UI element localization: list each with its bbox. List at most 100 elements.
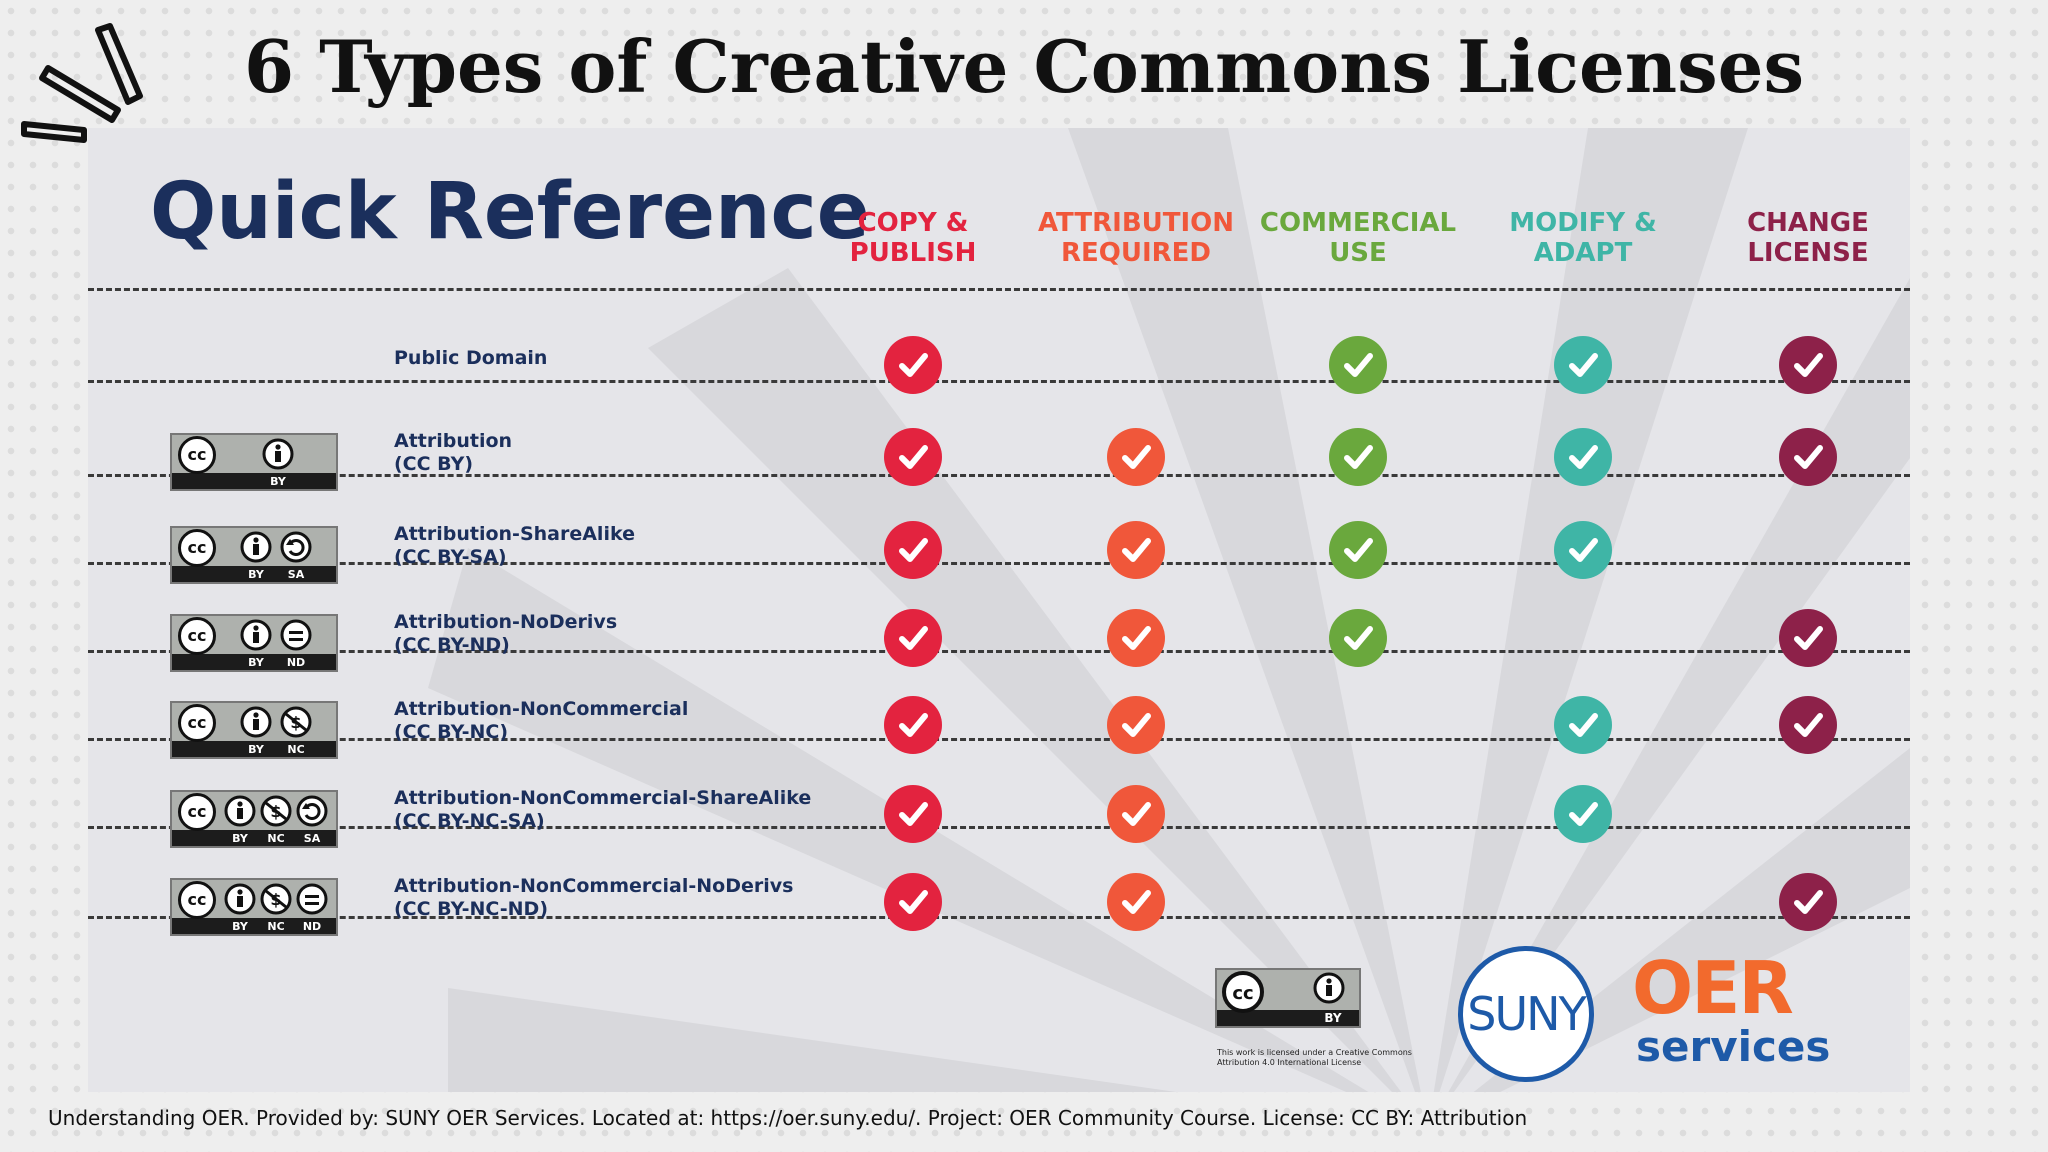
by-icon	[240, 706, 272, 738]
checkmark-icon	[884, 785, 942, 843]
row-divider	[88, 380, 1910, 383]
quick-reference-title: Quick Reference	[150, 167, 870, 257]
badge-abbr: SA	[303, 832, 321, 845]
checkmark-icon	[1779, 336, 1837, 394]
license-label: Attribution-NonCommercial (CC BY-NC)	[394, 698, 688, 744]
by-icon	[224, 883, 256, 915]
cc-footer-abbr: BY	[1324, 1011, 1342, 1025]
checkmark-icon	[1107, 785, 1165, 843]
checkmark-icon	[1107, 873, 1165, 931]
svg-text:cc: cc	[1232, 983, 1253, 1004]
license-label: Attribution-NoDerivs (CC BY-ND)	[394, 611, 617, 657]
column-header-line2: ADAPT	[1533, 238, 1633, 268]
cc-by-footer-badge: cc BY	[1215, 968, 1361, 1028]
column-header-line2: REQUIRED	[1060, 238, 1212, 268]
badge-abbr: SA	[287, 568, 305, 581]
checkmark-icon	[1554, 785, 1612, 843]
column-header-3: COMMERCIAL USE	[1243, 208, 1473, 268]
license-name: Attribution-NoDerivs	[394, 611, 618, 633]
column-header-line1: COMMERCIAL	[1259, 208, 1457, 238]
checkmark-icon	[1779, 428, 1837, 486]
license-name: Attribution-NonCommercial	[394, 698, 689, 720]
row-divider	[88, 288, 1910, 291]
checkmark-icon	[884, 696, 942, 754]
attribution-credits: Understanding OER. Provided by: SUNY OER…	[48, 1106, 1528, 1130]
checkmark-icon	[1554, 336, 1612, 394]
cc-license-badge: cc BY $ NC SA	[170, 790, 338, 848]
checkmark-icon	[884, 609, 942, 667]
cc-license-note: This work is licensed under a Creative C…	[1217, 1048, 1412, 1067]
column-header-line1: CHANGE	[1747, 208, 1869, 238]
license-code: (CC BY-SA)	[394, 546, 507, 568]
oer-logo-text: OER	[1632, 946, 1794, 1030]
nd-icon	[280, 619, 312, 651]
checkmark-icon	[1329, 428, 1387, 486]
checkmark-icon	[1329, 521, 1387, 579]
checkmark-icon	[884, 873, 942, 931]
row-divider	[88, 738, 1910, 741]
license-code: (CC BY-NC-ND)	[394, 898, 549, 920]
checkmark-icon	[1779, 696, 1837, 754]
column-header-line1: ATTRIBUTION	[1037, 208, 1235, 238]
license-row: cc BY Attribution (CC BY)	[88, 413, 1910, 501]
checkmark-icon	[1554, 521, 1612, 579]
column-header-line2: PUBLISH	[849, 238, 977, 268]
checkmark-icon	[1554, 696, 1612, 754]
license-name: Public Domain	[394, 347, 548, 369]
license-row: cc BY SA Attribution-ShareAlike (CC BY-SA)	[88, 506, 1910, 594]
burst-decoration	[21, 23, 143, 143]
oer-services-text: services	[1636, 1022, 1831, 1071]
checkmark-icon	[1779, 873, 1837, 931]
license-name: Attribution-ShareAlike	[394, 523, 635, 545]
column-header-line2: LICENSE	[1747, 238, 1869, 268]
badge-abbr: ND	[302, 920, 322, 933]
checkmark-icon	[1329, 336, 1387, 394]
checkmark-icon	[884, 336, 942, 394]
column-header-1: COPY & PUBLISH	[798, 208, 1028, 268]
cc-icon: cc	[178, 881, 216, 919]
by-icon	[224, 795, 256, 827]
badge-abbr: ND	[286, 656, 306, 669]
cc-license-badge: cc BY $ NC ND	[170, 878, 338, 936]
page-title: 6 Types of Creative Commons Licenses	[243, 24, 1805, 109]
cc-icon: cc	[178, 793, 216, 831]
license-code: (CC BY-NC-SA)	[394, 810, 545, 832]
checkmark-icon	[1329, 609, 1387, 667]
license-row: Public Domain	[88, 321, 1910, 409]
license-code: (CC BY-NC)	[394, 721, 509, 743]
row-divider	[88, 916, 1910, 919]
license-row: cc BY $ NC ND Attribution-NonCommercial-NoDer…	[88, 858, 1910, 946]
badge-abbr: BY	[270, 475, 286, 488]
license-label: Public Domain	[394, 347, 547, 370]
license-name: Attribution	[394, 430, 513, 452]
row-divider	[88, 650, 1910, 653]
cc-icon: cc	[178, 704, 216, 742]
badge-abbr: BY	[232, 832, 248, 845]
cc-license-badge: cc BY $ NC	[170, 701, 338, 759]
checkmark-icon	[884, 428, 942, 486]
cc-icon: cc	[178, 617, 216, 655]
checkmark-icon	[1554, 428, 1612, 486]
badge-abbr: NC	[267, 832, 285, 845]
by-icon	[240, 531, 272, 563]
cc-icon: cc	[178, 529, 216, 567]
badge-abbr: BY	[232, 920, 248, 933]
column-header-5: CHANGE LICENSE	[1693, 208, 1910, 268]
badge-abbr: BY	[248, 743, 264, 756]
license-label: Attribution-NonCommercial-NoDerivs (CC BY…	[394, 875, 793, 921]
column-header-4: MODIFY & ADAPT	[1468, 208, 1698, 268]
license-name: Attribution-NonCommercial-ShareAlike	[394, 787, 812, 809]
cc-license-badge: cc BY ND	[170, 614, 338, 672]
checkmark-icon	[1107, 609, 1165, 667]
license-code: (CC BY-ND)	[394, 634, 510, 656]
checkmark-icon	[1107, 696, 1165, 754]
license-label: Attribution-NonCommercial-ShareAlike (CC …	[394, 787, 811, 833]
cc-icon: cc	[178, 436, 216, 474]
nc-icon: $	[280, 706, 312, 738]
checkmark-icon	[884, 521, 942, 579]
column-header-line2: USE	[1329, 238, 1387, 268]
column-header-line1: COPY &	[857, 208, 969, 238]
cc-license-badge: cc BY SA	[170, 526, 338, 584]
checkmark-icon	[1779, 609, 1837, 667]
by-icon	[262, 438, 294, 470]
